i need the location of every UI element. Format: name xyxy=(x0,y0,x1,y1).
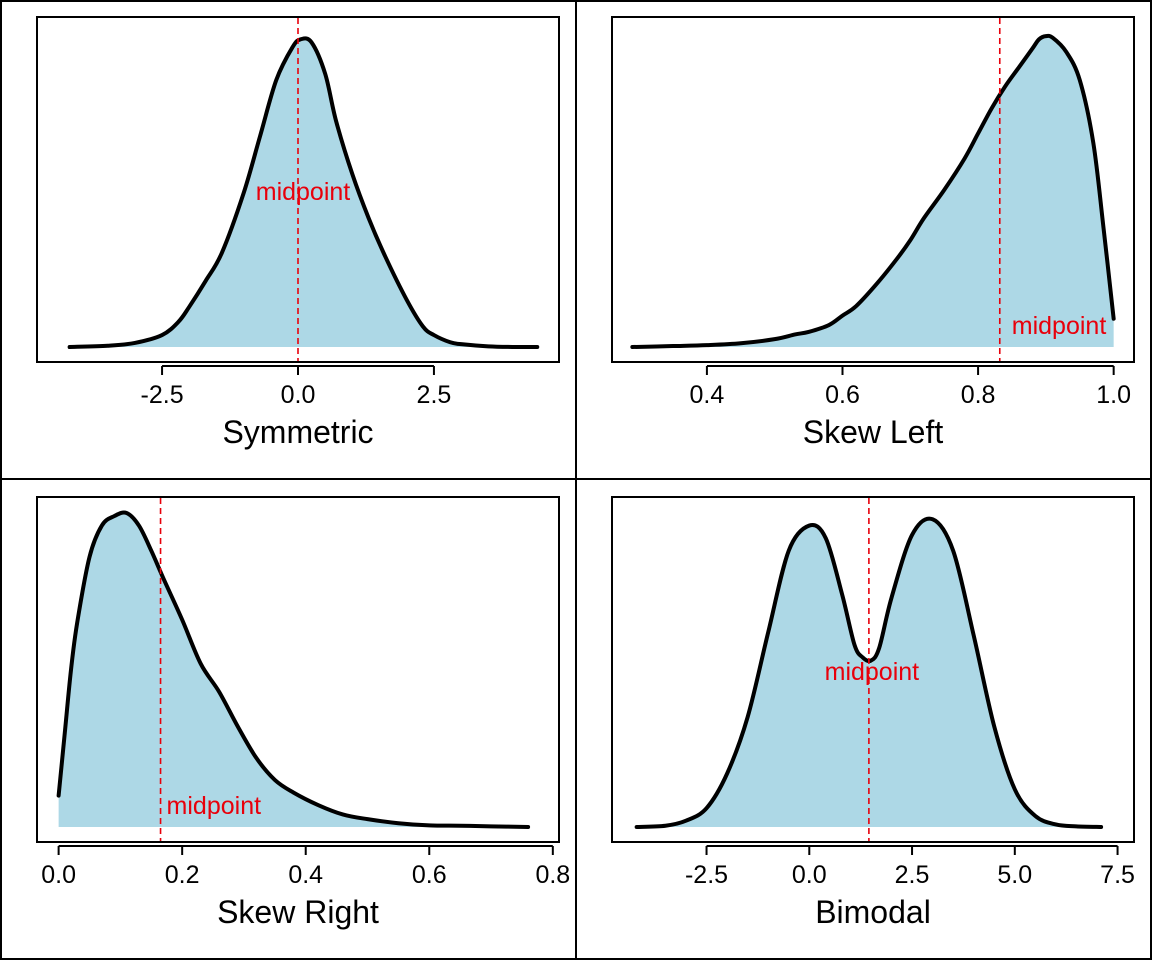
plot-frame xyxy=(36,496,560,843)
x-tick-label: 7.5 xyxy=(1100,861,1135,889)
midpoint-label: midpoint xyxy=(167,792,262,820)
x-axis-title: Skew Right xyxy=(217,894,379,930)
density-curve xyxy=(56,510,531,829)
panel-skew-right: midpoint 0.0 0.2 0.4 0.6 0.8 Skew Right xyxy=(0,478,577,960)
x-axis: 0.4 0.6 0.8 1.0 xyxy=(690,365,1131,409)
plot-frame xyxy=(36,16,560,363)
x-tick-label: 0.8 xyxy=(961,381,996,409)
midpoint-label: midpoint xyxy=(825,658,920,686)
panel-bimodal: midpoint -2.5 0.0 2.5 5.0 7.5 Bimodal xyxy=(575,478,1152,960)
plot-frame xyxy=(611,496,1135,843)
x-tick-label: 0.4 xyxy=(288,861,323,889)
x-tick-label: 2.5 xyxy=(417,381,452,409)
density-fill xyxy=(69,38,538,348)
x-tick-label: 1.0 xyxy=(1096,381,1131,409)
x-axis-title: Skew Left xyxy=(803,414,944,450)
density-fill xyxy=(58,512,529,827)
x-tick-label: 0.0 xyxy=(281,381,316,409)
density-fill xyxy=(632,35,1114,347)
x-axis: -2.5 0.0 2.5 5.0 7.5 xyxy=(685,845,1135,889)
midpoint-label: midpoint xyxy=(1012,312,1107,340)
panel-skew-left: midpoint 0.4 0.6 0.8 1.0 Skew Left xyxy=(575,0,1152,480)
x-tick-label: 2.5 xyxy=(895,861,930,889)
x-tick-label: -2.5 xyxy=(141,381,184,409)
x-tick-label: 0.0 xyxy=(792,861,827,889)
x-tick-label: 0.0 xyxy=(41,861,76,889)
x-tick-label: -2.5 xyxy=(685,861,728,889)
x-tick-label: 0.2 xyxy=(165,861,200,889)
x-tick-label: 5.0 xyxy=(997,861,1032,889)
x-axis: -2.5 0.0 2.5 xyxy=(141,365,452,409)
x-tick-label: 0.4 xyxy=(690,381,725,409)
density-curve xyxy=(634,516,1104,829)
x-tick-label: 0.8 xyxy=(535,861,570,889)
x-axis: 0.0 0.2 0.4 0.6 0.8 xyxy=(41,845,570,889)
density-curve xyxy=(630,33,1116,349)
midpoint-label: midpoint xyxy=(256,178,351,206)
x-axis-title: Bimodal xyxy=(815,894,931,930)
plot-frame xyxy=(611,16,1135,363)
panel-symmetric: midpoint -2.5 0.0 2.5 Symmetric xyxy=(0,0,577,480)
density-curve xyxy=(67,36,540,350)
x-axis-title: Symmetric xyxy=(222,414,373,450)
x-tick-label: 0.6 xyxy=(412,861,447,889)
panel-border xyxy=(575,478,1152,960)
x-tick-label: 0.6 xyxy=(825,381,860,409)
